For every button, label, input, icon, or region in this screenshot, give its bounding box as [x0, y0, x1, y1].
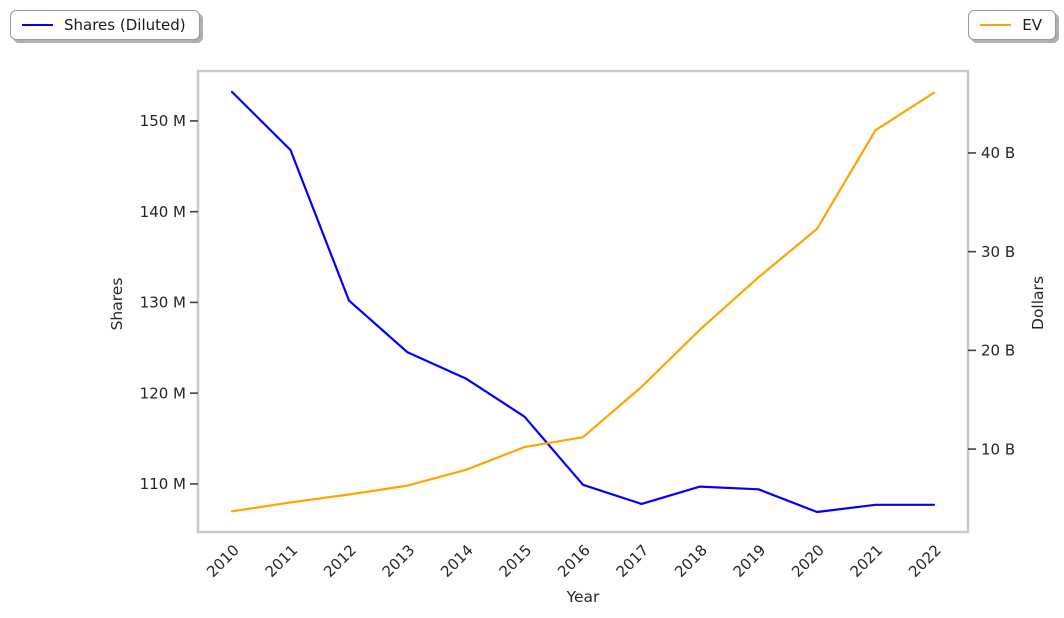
left-axis-tick-label: 120 M [140, 384, 186, 402]
legend-label: EV [1022, 16, 1042, 34]
x-axis-tick-label: 2022 [905, 541, 945, 581]
legend-line-sample-blue [22, 24, 53, 26]
left-axis-tick-label: 140 M [140, 203, 186, 221]
right-axis-tick-label: 10 B [981, 440, 1015, 458]
legend-ev[interactable]: EV [968, 10, 1056, 40]
left-axis-title: Shares [108, 277, 126, 331]
right-axis-tick-label: 20 B [981, 342, 1015, 360]
x-axis-tick-label: 2020 [788, 541, 828, 581]
x-axis-title: Year [566, 588, 600, 606]
right-axis-title: Dollars [1029, 276, 1047, 330]
right-axis-tick-label: 40 B [981, 144, 1015, 162]
x-axis-tick-label: 2012 [320, 541, 360, 581]
x-axis-tick-label: 2015 [496, 541, 536, 581]
left-axis-tick-label: 150 M [140, 112, 186, 130]
x-axis-tick-label: 2016 [554, 541, 594, 581]
x-axis-tick-label: 2010 [203, 541, 243, 581]
x-axis-tick-label: 2013 [379, 541, 419, 581]
left-axis-tick-label: 130 M [140, 294, 186, 312]
x-axis-tick-label: 2017 [613, 541, 653, 581]
plot-border [196, 69, 970, 534]
series-line-right [230, 91, 936, 513]
legend-label: Shares (Diluted) [64, 16, 186, 34]
legend-shares-diluted[interactable]: Shares (Diluted) [10, 10, 200, 40]
x-axis-tick-label: 2014 [437, 541, 477, 581]
x-axis-tick-label: 2011 [262, 541, 302, 581]
x-axis-tick-label: 2021 [847, 541, 887, 581]
left-axis-tick-label: 110 M [140, 475, 186, 493]
right-axis-tick-label: 30 B [981, 243, 1015, 261]
x-axis-tick-label: 2018 [671, 541, 711, 581]
series-line-left [230, 90, 936, 514]
legend-line-sample-orange [980, 24, 1012, 26]
x-axis-tick-label: 2019 [730, 541, 770, 581]
